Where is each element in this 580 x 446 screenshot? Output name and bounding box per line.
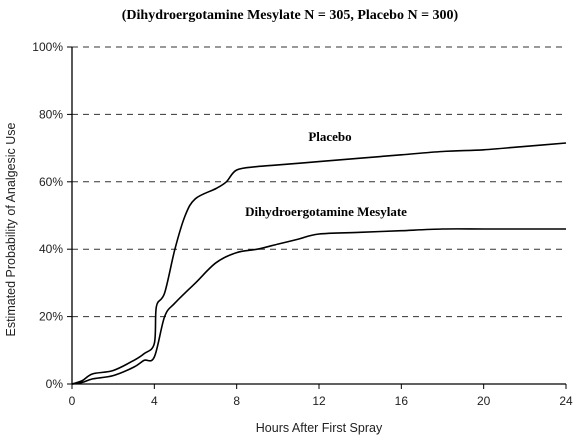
series-labels: Placebo Dihydroergotamine Mesylate (245, 129, 407, 219)
tick-labels: 0% 20% 40% 60% 80% 100% 0 4 8 12 16 20 24 (32, 40, 573, 408)
x-tick-label: 20 (477, 394, 491, 408)
series-label-dihydroergotamine: Dihydroergotamine Mesylate (245, 204, 407, 219)
chart-title: (Dihydroergotamine Mesylate N = 305, Pla… (121, 8, 459, 23)
y-tick-label: 60% (39, 175, 63, 189)
y-tick-label: 100% (32, 40, 63, 54)
x-tick-label: 0 (69, 394, 76, 408)
y-axis-title: Estimated Probability of Analgesic Use (4, 122, 18, 336)
series-label-placebo: Placebo (308, 129, 351, 144)
series-line-placebo (71, 142, 567, 385)
y-tick-label: 80% (39, 107, 63, 121)
gridlines (72, 46, 566, 318)
x-tick-label: 4 (151, 394, 158, 408)
series-lines (71, 142, 567, 385)
y-tick-label: 20% (39, 310, 63, 324)
x-tick-label: 12 (312, 394, 326, 408)
x-tick-label: 24 (559, 394, 573, 408)
series-line-dihydroergotamine (71, 228, 566, 385)
x-tick-label: 16 (395, 394, 409, 408)
x-tick-label: 8 (233, 394, 240, 408)
y-tick-label: 0% (46, 377, 64, 391)
y-tick-label: 40% (39, 242, 63, 256)
x-axis-title: Hours After First Spray (256, 421, 383, 435)
